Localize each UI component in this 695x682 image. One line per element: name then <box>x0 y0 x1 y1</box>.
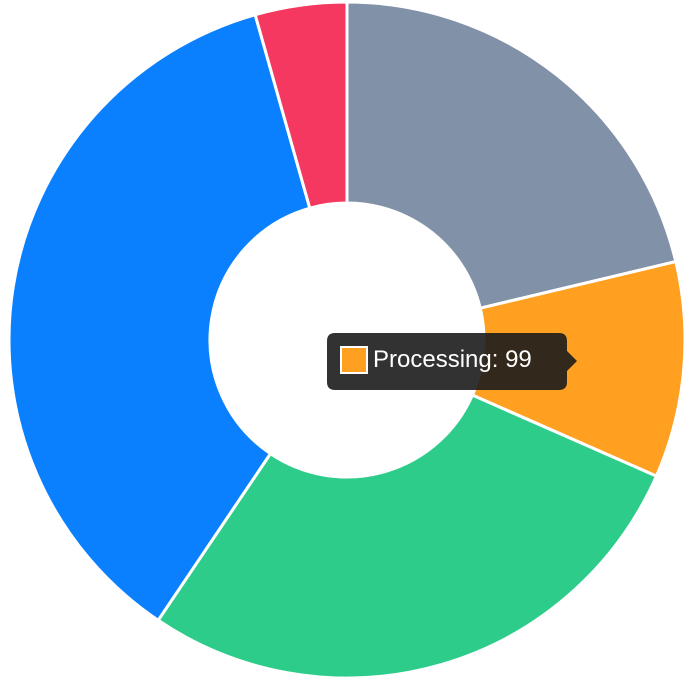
slice[interactable] <box>7 12 312 623</box>
separator: : <box>492 346 505 373</box>
tooltip-swatch <box>340 346 368 374</box>
tooltip-name: Processing <box>373 346 492 373</box>
slice[interactable] <box>345 0 678 311</box>
tooltip: Processing: 99 <box>327 333 577 390</box>
tooltip-text: Processing: 99 <box>373 346 532 373</box>
slice[interactable] <box>253 0 349 211</box>
slice[interactable] <box>156 393 659 680</box>
slices <box>7 0 687 680</box>
tooltip-box <box>327 333 577 390</box>
tooltip-value: 99 <box>505 346 532 373</box>
